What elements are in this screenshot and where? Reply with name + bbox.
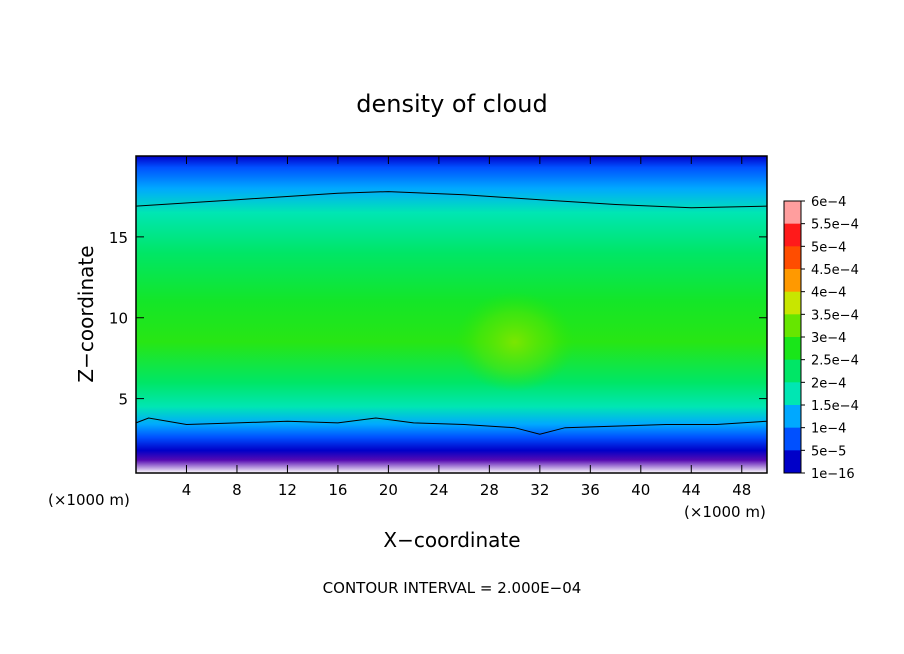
contour-lines <box>135 191 768 435</box>
colorbar-swatch <box>784 450 801 474</box>
colorbar-label: 6e−4 <box>811 195 846 210</box>
y-axis-title: Z−coordinate <box>74 245 98 382</box>
chart-title: density of cloud <box>356 90 547 118</box>
colorbar-swatch <box>784 201 801 225</box>
x-tick-label: 44 <box>682 481 701 499</box>
colorbar-swatch <box>784 405 801 429</box>
colorbar-label: 3e−4 <box>811 331 846 346</box>
colorbar-swatch <box>784 427 801 451</box>
y-tick-label: 5 <box>118 391 128 409</box>
colorbar-swatch <box>784 337 801 361</box>
x-unit-label-right: (×1000 m) <box>684 503 766 521</box>
local-maximum-region <box>454 291 575 392</box>
colorbar-swatch <box>784 291 801 315</box>
colorbar-swatch <box>784 314 801 338</box>
colorbar-label: 2e−4 <box>811 376 846 391</box>
colorbar-label: 1e−4 <box>811 422 846 437</box>
colorbar-label: 5e−5 <box>811 444 846 459</box>
colorbar-label: 4e−4 <box>811 286 846 301</box>
x-unit-label-left: (×1000 m) <box>48 491 130 509</box>
x-tick-label: 4 <box>182 481 192 499</box>
x-tick-label: 16 <box>328 481 347 499</box>
colorbar-swatch <box>784 269 801 293</box>
field-fill <box>136 156 767 473</box>
x-axis-ticks: 4 8 12 16 20 24 28 32 36 40 44 48 <box>182 156 751 499</box>
y-tick-label: 15 <box>109 229 128 247</box>
x-tick-label: 32 <box>530 481 549 499</box>
x-tick-label: 48 <box>732 481 751 499</box>
colorbar-swatch <box>784 246 801 270</box>
colorbar-label: 1.5e−4 <box>811 399 859 414</box>
x-tick-label: 24 <box>429 481 448 499</box>
contour-line-2 <box>135 417 768 435</box>
x-tick-label: 40 <box>631 481 650 499</box>
contour-line-1 <box>135 191 768 209</box>
colorbar-label: 2.5e−4 <box>811 354 859 369</box>
x-tick-label: 20 <box>379 481 398 499</box>
colorbar-swatch <box>784 223 801 247</box>
colorbar-label: 1e−16 <box>811 467 855 482</box>
x-tick-label: 8 <box>232 481 242 499</box>
plot-frame <box>135 155 768 474</box>
colorbar-swatch <box>784 382 801 406</box>
y-axis-ticks: 5 10 15 <box>109 229 767 409</box>
x-tick-label: 28 <box>480 481 499 499</box>
x-tick-label: 36 <box>581 481 600 499</box>
colorbar-label: 4.5e−4 <box>811 263 859 278</box>
contour-interval-note: CONTOUR INTERVAL = 2.000E−04 <box>323 579 582 597</box>
colorbar-label: 5e−4 <box>811 240 846 255</box>
y-tick-label: 10 <box>109 310 128 328</box>
colorbar-swatch <box>784 359 801 383</box>
colorbar-label: 3.5e−4 <box>811 308 859 323</box>
x-axis-title: X−coordinate <box>383 528 520 552</box>
colorbar: 6e−4 5.5e−4 5e−4 4.5e−4 4e−4 3.5e−4 3e−4 2.5e−4… <box>783 195 859 482</box>
colorbar-label: 5.5e−4 <box>811 218 859 233</box>
x-tick-label: 12 <box>278 481 297 499</box>
